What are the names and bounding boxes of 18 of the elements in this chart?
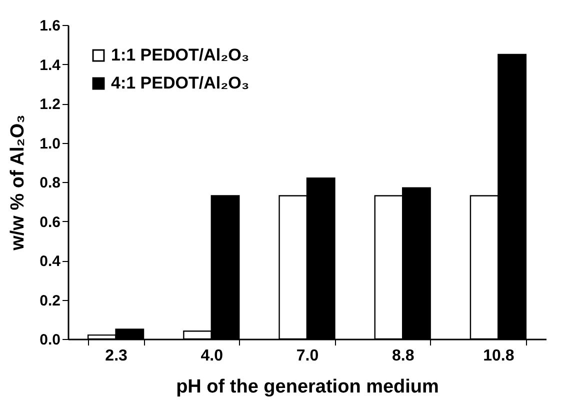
x-tick-label: 10.8 [483,348,514,364]
y-tick-label: 1.6 [40,18,60,34]
x-axis-title: pH of the generation medium [176,376,439,398]
y-tick-label: 0.8 [40,174,60,192]
y-tick-label: 1.2 [40,96,60,113]
y-tick-label: 0.2 [40,292,60,310]
y-tick-label: 0.6 [40,214,60,231]
y-tick-label: 1.0 [40,135,60,152]
x-tick-label: 4.0 [200,348,224,364]
y-tick-label: 0.0 [40,332,60,348]
legend-label: 1:1 PEDOT/Al₂O₃ [111,46,250,64]
legend-label: 4:1 PEDOT/Al₂O₃ [111,74,250,92]
x-tick-label: 8.8 [392,348,414,364]
x-tick-label: 7.0 [296,348,319,364]
y-axis-title: w/w % of Al₂O₃ [8,114,29,252]
y-tick-label: 1.4 [40,56,62,74]
y-tick-label: 0.4 [40,253,62,270]
x-tick-label: 2.3 [105,348,128,364]
